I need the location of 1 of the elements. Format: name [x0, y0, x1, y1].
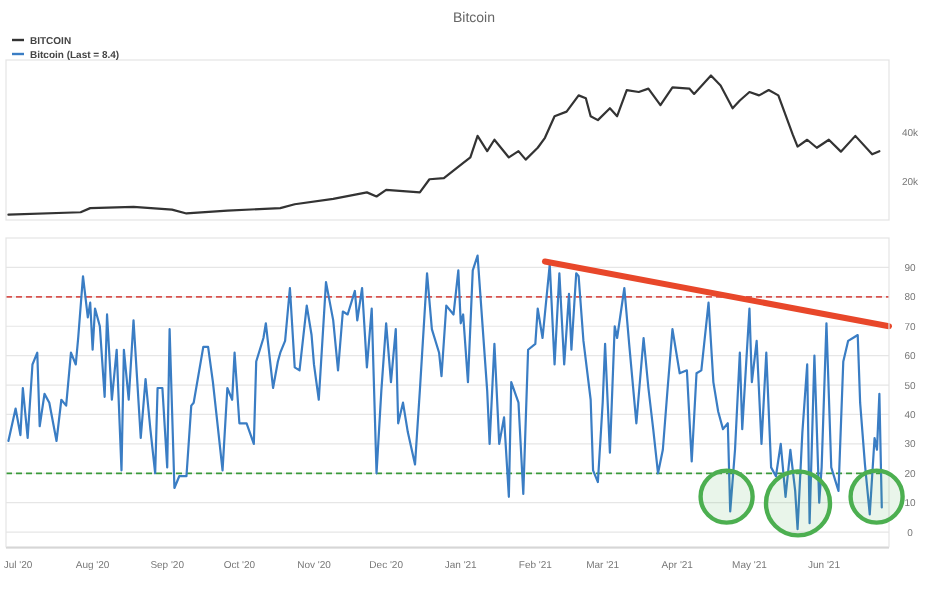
line-series — [7, 74, 881, 216]
